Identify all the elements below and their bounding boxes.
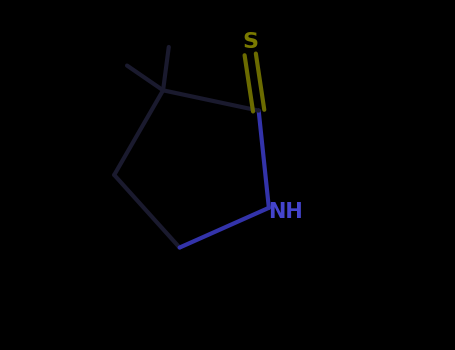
- Text: S: S: [242, 32, 258, 52]
- Text: NH: NH: [268, 202, 303, 222]
